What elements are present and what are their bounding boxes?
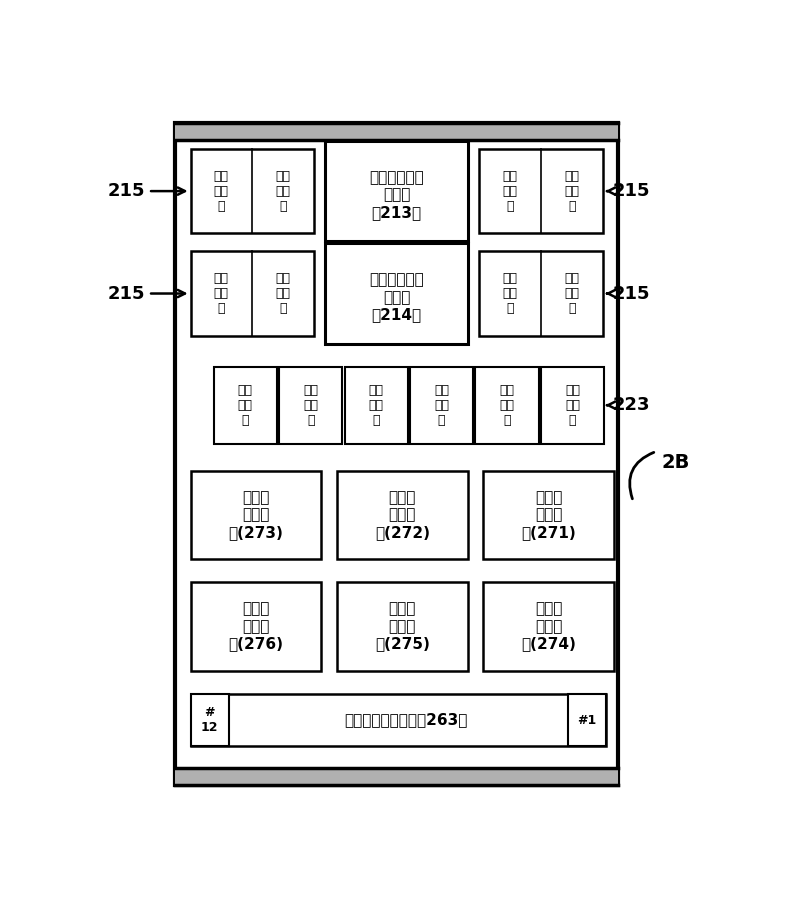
Bar <box>175 122 618 140</box>
Bar <box>337 470 468 559</box>
Bar <box>326 244 468 343</box>
Text: #
12: # 12 <box>201 706 218 734</box>
Text: 215: 215 <box>607 182 650 200</box>
Text: 第三正
极变频
器(275): 第三正 极变频 器(275) <box>375 602 430 651</box>
Text: 第一负
极变频
器(272): 第一负 极变频 器(272) <box>374 490 430 540</box>
Text: 断路
保护
器: 断路 保护 器 <box>238 383 253 427</box>
Text: 断路
保护
器: 断路 保护 器 <box>502 272 518 315</box>
Bar <box>568 694 606 747</box>
Text: 215: 215 <box>108 284 185 303</box>
Bar <box>175 768 618 785</box>
Text: 断路
保护
器: 断路 保护 器 <box>275 272 290 315</box>
Text: 2B: 2B <box>662 453 690 472</box>
Bar <box>483 470 614 559</box>
Text: 断路
保护
器: 断路 保护 器 <box>214 169 229 213</box>
Text: 第一正
极变频
器(271): 第一正 极变频 器(271) <box>522 490 576 540</box>
Text: 223: 223 <box>607 396 650 414</box>
Bar <box>541 367 604 444</box>
Text: 第二转换开关
控制器
（214）: 第二转换开关 控制器 （214） <box>369 273 424 323</box>
Text: 第二负
极变频
器(274): 第二负 极变频 器(274) <box>521 602 576 651</box>
Text: 第一转换开关
控制器
（213）: 第一转换开关 控制器 （213） <box>369 170 424 220</box>
Text: 第三负
极变频
器(276): 第三负 极变频 器(276) <box>229 602 283 651</box>
Bar <box>479 149 602 234</box>
Text: 215: 215 <box>108 182 185 200</box>
Bar <box>475 367 538 444</box>
Text: 断路
保护
器: 断路 保护 器 <box>434 383 449 427</box>
Bar <box>337 583 468 670</box>
Text: 断路
保护
器: 断路 保护 器 <box>565 383 580 427</box>
Text: 断路
保护
器: 断路 保护 器 <box>303 383 318 427</box>
Bar <box>190 251 314 336</box>
Bar <box>410 367 473 444</box>
Text: 第二正
极变频
器(273): 第二正 极变频 器(273) <box>229 490 283 540</box>
Bar <box>326 141 468 241</box>
Text: 断路
保护
器: 断路 保护 器 <box>502 169 518 213</box>
Text: 断路
保护
器: 断路 保护 器 <box>275 169 290 213</box>
Bar <box>175 122 618 785</box>
Text: 断路
保护
器: 断路 保护 器 <box>499 383 514 427</box>
Bar <box>479 251 602 336</box>
Bar <box>279 367 342 444</box>
Bar <box>190 149 314 234</box>
Bar <box>483 583 614 670</box>
Text: 断路
保护
器: 断路 保护 器 <box>214 272 229 315</box>
Bar <box>190 583 322 670</box>
Bar <box>190 470 322 559</box>
Text: 电压隔离传感器组（263）: 电压隔离传感器组（263） <box>345 713 468 728</box>
Text: 断路
保护
器: 断路 保护 器 <box>564 169 579 213</box>
Text: 断路
保护
器: 断路 保护 器 <box>369 383 384 427</box>
Text: 断路
保护
器: 断路 保护 器 <box>564 272 579 315</box>
Text: #1: #1 <box>578 714 597 727</box>
Bar <box>190 694 229 747</box>
Text: 215: 215 <box>607 284 650 303</box>
FancyArrowPatch shape <box>630 452 654 499</box>
Bar <box>214 367 277 444</box>
Bar <box>345 367 408 444</box>
Bar <box>190 694 606 747</box>
